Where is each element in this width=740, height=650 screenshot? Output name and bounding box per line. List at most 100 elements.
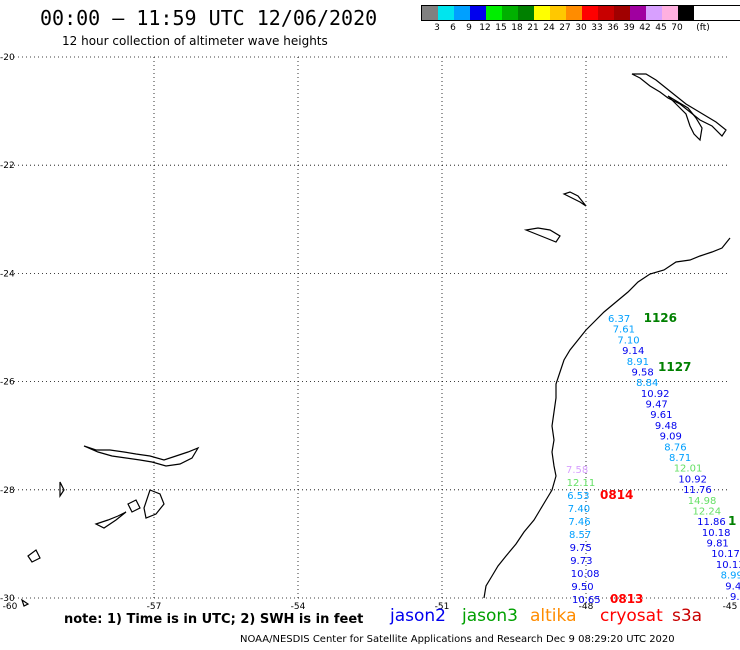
legend-swatch: [566, 6, 582, 20]
track-a-value: 9.48: [655, 421, 677, 432]
legend-swatches: [421, 5, 740, 21]
island-coast: [59, 481, 65, 498]
island-coast: [20, 598, 30, 607]
axis-ticks: -60 -57 -54 -51 -48 -45 -20 -22 -24 -26 -28 -30: [0, 53, 737, 612]
track-a-value: 7.10: [617, 335, 639, 346]
satellite-name: cryosat: [600, 606, 663, 626]
footer-credit: NOAA/NESDIS Center for Satellite Applica…: [240, 634, 675, 645]
track-time-label: 0813: [610, 592, 643, 606]
track-a-value: 10.18: [702, 528, 731, 539]
map-grid: [10, 56, 730, 599]
track-a-value: 9.47: [646, 400, 668, 411]
legend-swatch: [598, 6, 614, 20]
track-a-value: 11.86: [697, 517, 726, 528]
mainland-coast: [483, 237, 731, 599]
legend-swatch: [486, 6, 502, 20]
satellite-name: s3a: [672, 606, 703, 626]
legend-swatch: [646, 6, 662, 20]
legend-swatch: [422, 6, 438, 20]
legend-swatch: [438, 6, 454, 20]
legend-swatch: [582, 6, 598, 20]
track-a-value: 9.58: [631, 367, 653, 378]
track-b-value: 9.75: [570, 543, 592, 554]
track-a-value: 9.81: [707, 539, 729, 550]
track-b-value: 7.58: [566, 465, 588, 476]
track-a-value: 12.24: [692, 506, 721, 517]
track-a-value: 8.91: [627, 357, 649, 368]
track-a-value: 9.09: [660, 432, 682, 443]
page-title: 00:00 – 11:59 UTC 12/06/2020: [40, 6, 378, 30]
lon-tick-label: -60: [3, 602, 18, 612]
legend-unit: (ft): [696, 23, 710, 33]
legend-swatch: [454, 6, 470, 20]
coastline: [20, 73, 731, 607]
track-b-value: 8.57: [569, 530, 591, 541]
lon-tick-label: -51: [435, 602, 450, 612]
legend-label: 18: [511, 23, 523, 33]
track-a-value: 9.14: [622, 346, 644, 357]
track-a-value: 8.84: [636, 378, 658, 389]
track-a-value: 8.76: [664, 442, 686, 453]
island-coast: [127, 499, 141, 513]
legend-label: 3: [434, 23, 440, 33]
track-b-value: 6.53: [567, 491, 589, 502]
legend-label: 36: [607, 23, 619, 33]
legend-label: 70: [671, 23, 683, 33]
track-a-value: 10.13: [716, 560, 740, 571]
track-a-value: 8.71: [669, 453, 691, 464]
track-time-label: 0814: [600, 488, 633, 502]
legend-label: 21: [527, 23, 539, 33]
island-coast: [94, 511, 127, 529]
color-legend: 3 6 9 12 15 18 21 24 27 30 33 36 39 42 45 70 (ft): [421, 5, 740, 33]
legend-swatch: [502, 6, 518, 20]
legend-label: 39: [623, 23, 635, 33]
track-a-value: 9.0: [730, 592, 740, 603]
wave-height-tracks: 6.377.617.109.148.919.588.8410.929.479.6…: [566, 311, 740, 606]
legend-label: 6: [450, 23, 456, 33]
lat-tick-label: -22: [0, 161, 15, 171]
track-time-label: 1: [728, 514, 736, 528]
legend-label: 33: [591, 23, 603, 33]
track-a-value: 7.61: [613, 325, 635, 336]
satellite-name: jason2: [390, 606, 446, 626]
island-coast: [631, 73, 727, 137]
track-b-value: 9.50: [571, 582, 593, 593]
legend-labels: 3 6 9 12 15 18 21 24 27 30 33 36 39 42 45 70 (ft): [421, 21, 740, 33]
legend-swatch: [518, 6, 534, 20]
island-coast: [27, 549, 41, 563]
legend-label: 15: [495, 23, 507, 33]
legend-swatch: [630, 6, 646, 20]
island-coast: [667, 95, 703, 142]
track-b-value: 7.40: [568, 504, 590, 515]
track-a-value: 11.76: [683, 485, 712, 496]
island-coast: [143, 489, 165, 519]
lat-tick-label: -24: [0, 269, 15, 279]
track-time-label: 1126: [644, 311, 677, 325]
island-coast: [523, 227, 561, 243]
track-b-value: 7.46: [568, 517, 590, 528]
legend-label: 9: [466, 23, 472, 33]
legend-label: 24: [543, 23, 555, 33]
track-b-value: 9.73: [570, 556, 592, 567]
legend-label: 42: [639, 23, 651, 33]
track-time-label: 1127: [658, 360, 691, 374]
legend-label: 12: [479, 23, 491, 33]
track-a-value: 12.01: [674, 464, 703, 475]
track-b-value: 12.11: [567, 478, 596, 489]
satellite-name: altika: [530, 606, 577, 626]
track-a-value: 14.98: [688, 496, 717, 507]
lon-tick-label: -54: [291, 602, 306, 612]
legend-label: 27: [559, 23, 571, 33]
lat-tick-label: -20: [0, 53, 15, 63]
satellite-name: jason3: [462, 606, 518, 626]
lon-tick-label: -57: [147, 602, 162, 612]
lat-tick-label: -26: [0, 378, 15, 388]
track-a-value: 6.37: [608, 314, 630, 325]
legend-swatch: [662, 6, 678, 20]
island-coast: [83, 445, 200, 467]
lat-tick-label: -30: [0, 594, 15, 604]
track-a-value: 10.17: [711, 549, 740, 560]
island-coast: [562, 191, 587, 207]
footer-note: note: 1) Time is in UTC; 2) SWH is in fe…: [64, 612, 364, 627]
